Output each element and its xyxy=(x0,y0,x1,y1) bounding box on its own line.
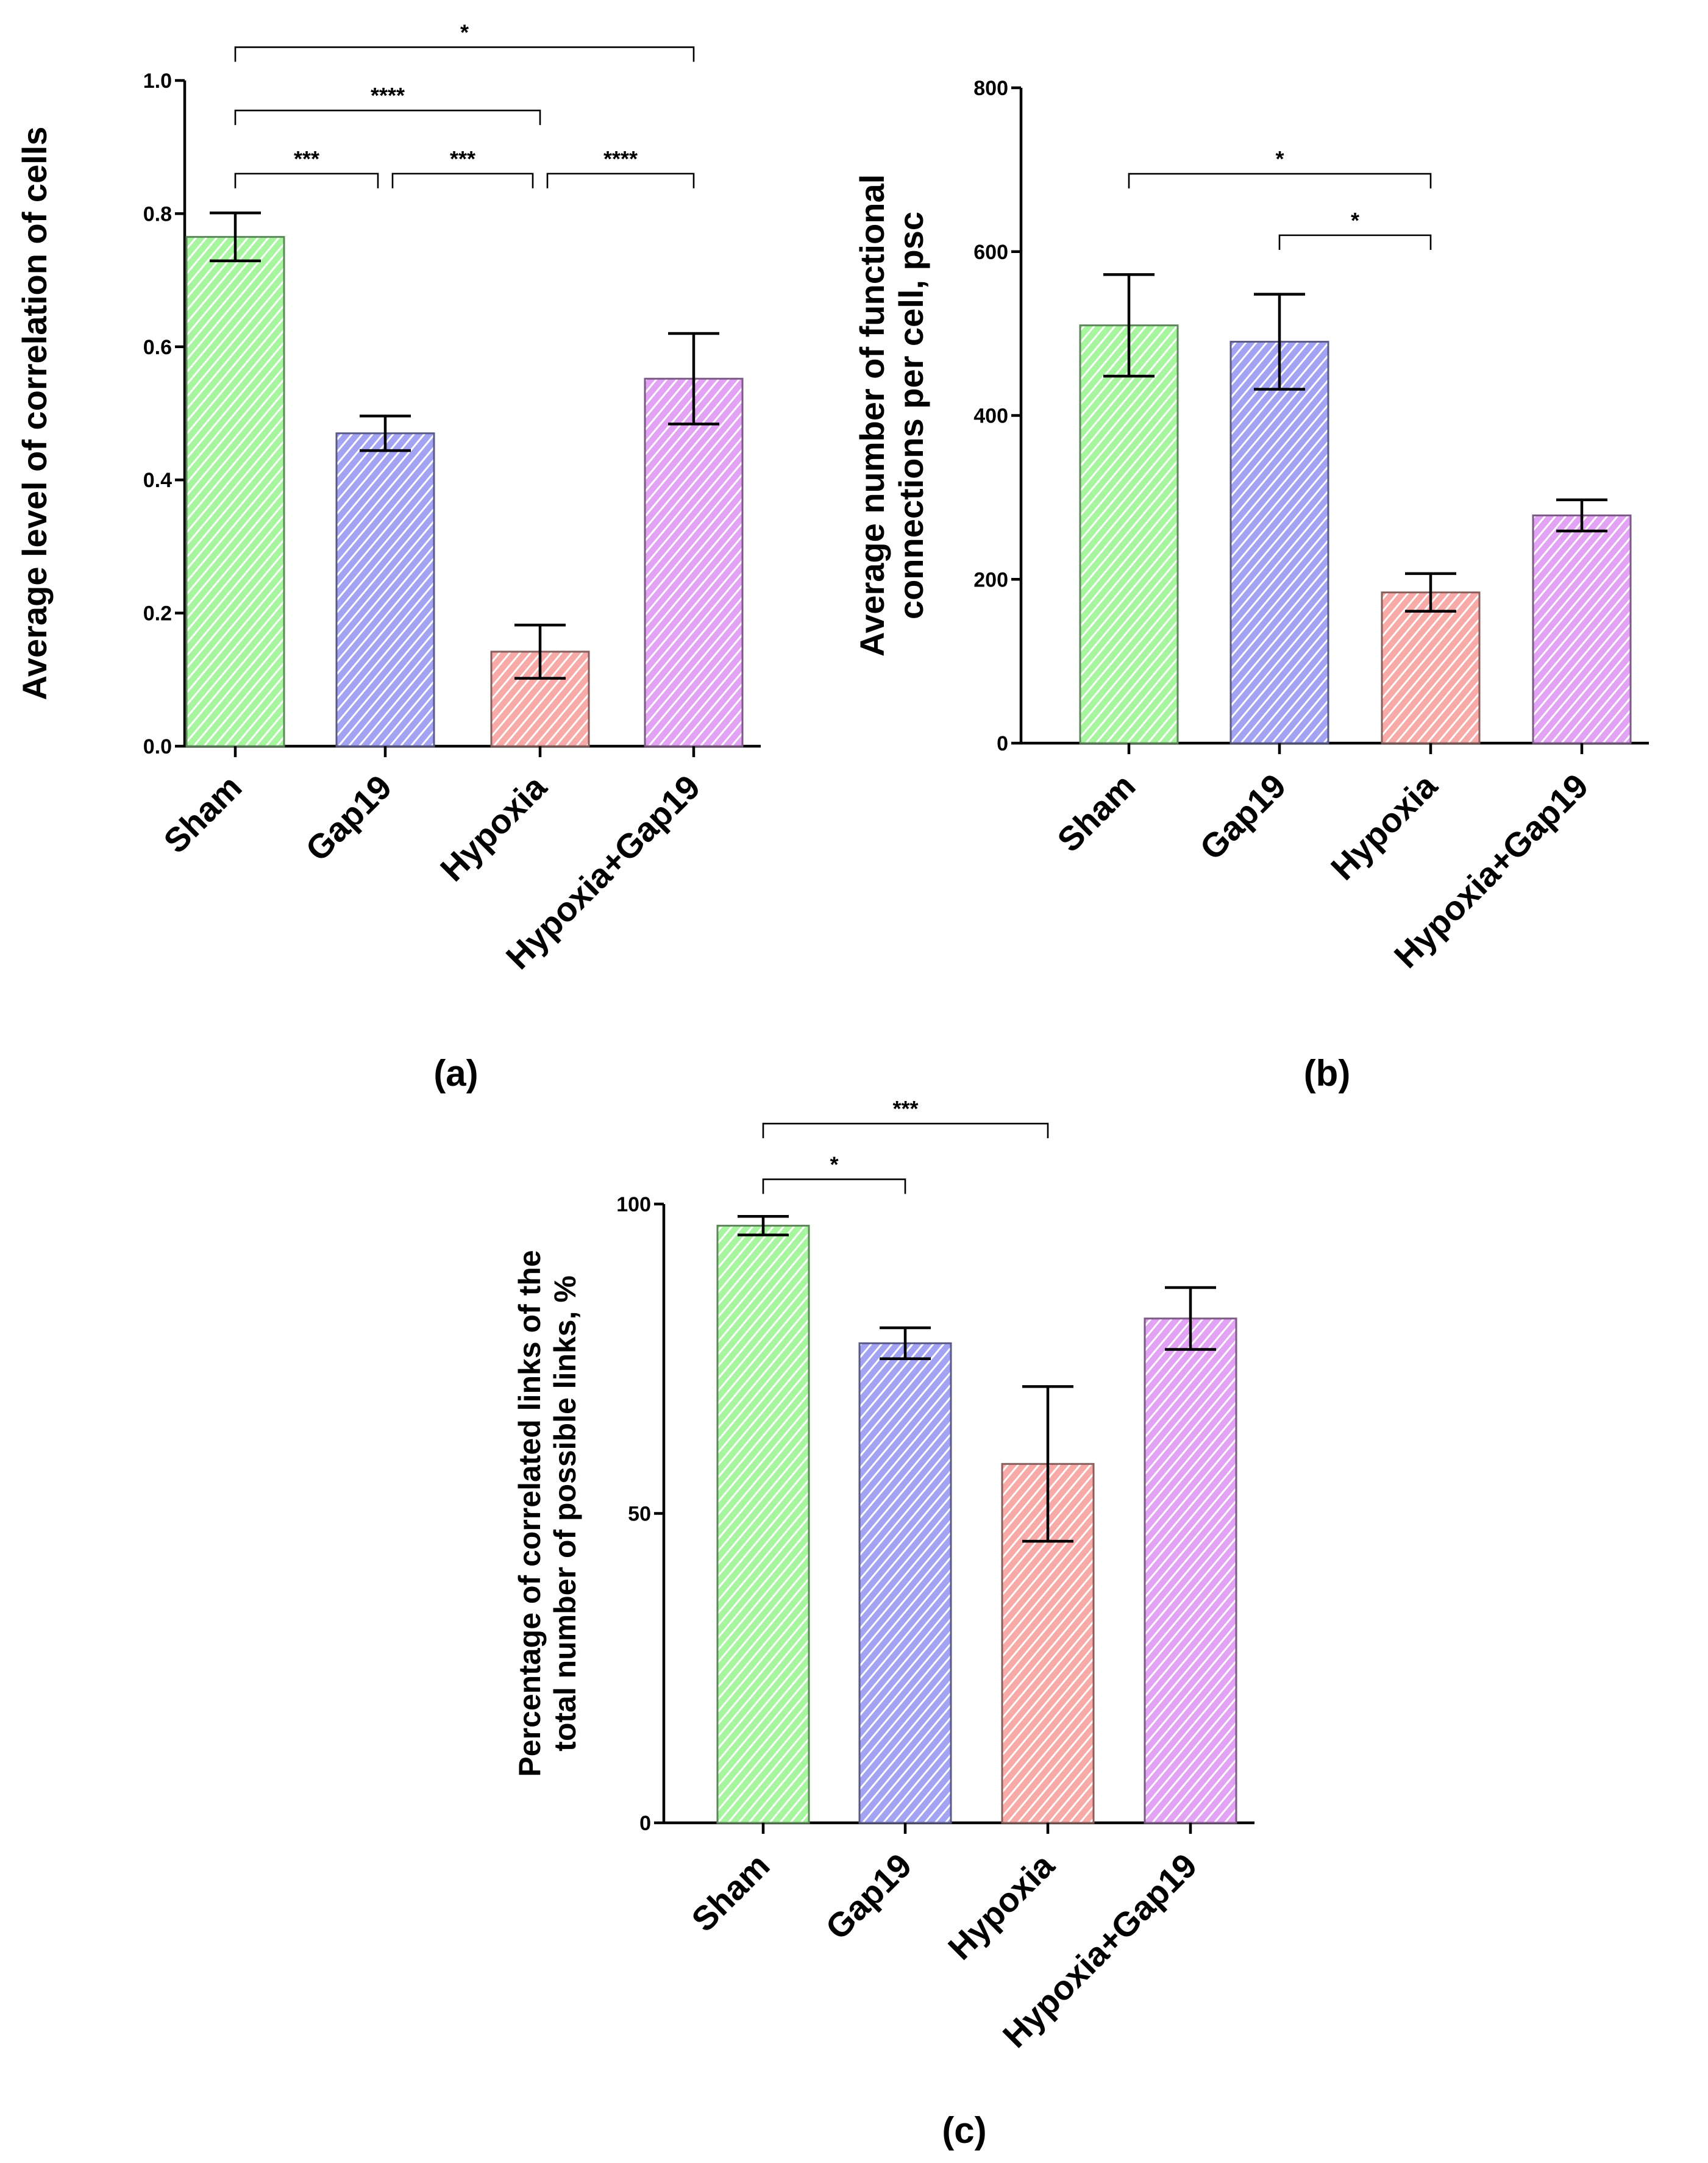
significance-label: * xyxy=(1275,146,1284,171)
y-tick-label: 0 xyxy=(997,732,1008,755)
y-tick-label: 0.0 xyxy=(143,735,172,758)
y-tick-label: 1.0 xyxy=(143,69,172,93)
y-axis-title-line: Average level of correlation of cells xyxy=(15,127,54,700)
significance-label: * xyxy=(830,1152,838,1177)
error-bar-sham xyxy=(738,1215,789,1236)
y-axis-title: Average level of correlation of cells xyxy=(15,127,54,700)
y-tick-label: 0 xyxy=(639,1812,651,1835)
significance-bracket: *** xyxy=(391,146,534,188)
panel-label-c: (c) xyxy=(942,2110,986,2151)
y-axis-title-line: Average number of functional xyxy=(853,174,891,657)
bar-hypoxia-plus-gap19 xyxy=(1532,514,1632,744)
significance-label: * xyxy=(460,20,469,45)
y-tick-label: 50 xyxy=(628,1503,651,1526)
significance-label: *** xyxy=(892,1096,918,1121)
significance-label: * xyxy=(1351,208,1359,233)
error-bar-hypoxia xyxy=(1022,1385,1073,1543)
significance-bracket-line xyxy=(762,1178,906,1194)
significance-label: *** xyxy=(294,146,319,171)
significance-bracket: * xyxy=(234,20,695,62)
significance-bracket: **** xyxy=(546,146,695,188)
significance-bracket-line xyxy=(762,1122,1049,1139)
y-tick-label: 200 xyxy=(973,568,1008,591)
bar-hypoxia-plus-gap19 xyxy=(644,377,744,747)
y-tick-label: 800 xyxy=(973,77,1008,100)
y-tick-label: 600 xyxy=(973,241,1008,264)
y-tick-label: 0.8 xyxy=(143,202,172,226)
significance-bracket-line xyxy=(234,173,379,188)
significance-bracket: *** xyxy=(762,1096,1049,1139)
x-tick-label-hypoxia: Hypoxia xyxy=(433,767,554,888)
significance-label: *** xyxy=(450,146,475,171)
bar-sham xyxy=(185,236,285,747)
x-tick-label-hypoxia: Hypoxia xyxy=(1323,766,1445,887)
significance-bracket: *** xyxy=(234,146,379,188)
significance-bracket: * xyxy=(1278,208,1432,250)
x-tick-label-sham: Sham xyxy=(684,1846,777,1939)
significance-bracket-line xyxy=(546,173,695,188)
x-tick-label-sham: Sham xyxy=(156,768,249,860)
chart-panel-a: 0.0 0.2 0.4 0.6 0.8 1.0 Average level of corre… xyxy=(15,20,761,1094)
bar-sham xyxy=(716,1225,810,1824)
y-tick-label: 100 xyxy=(616,1193,651,1216)
error-bar-hypoxia-plus-gap19 xyxy=(668,332,719,426)
error-bar-hypoxia xyxy=(1405,572,1456,613)
error-bar-sham xyxy=(1103,273,1155,378)
significance-bracket-line xyxy=(234,109,541,126)
significance-bracket: **** xyxy=(234,83,541,126)
error-bar-gap19 xyxy=(1254,293,1305,391)
bar-gap19 xyxy=(335,432,435,747)
significance-bracket-line xyxy=(234,46,695,62)
significance-bracket-line xyxy=(1278,234,1432,250)
y-axis-title-line: connections per cell, psc xyxy=(892,212,930,619)
y-axis-title-line: total number of possible links, % xyxy=(548,1275,582,1751)
panel-label-b: (b) xyxy=(1304,1053,1351,1094)
error-bar-hypoxia-plus-gap19 xyxy=(1165,1286,1216,1351)
y-axis-title: Percentage of correlated links of thetot… xyxy=(513,1250,582,1776)
panel-label-a: (a) xyxy=(433,1053,478,1094)
bar-hypoxia-plus-gap19 xyxy=(1144,1317,1237,1824)
y-tick-label: 0.4 xyxy=(143,469,172,492)
chart-panel-c: 0 50 100 Percentage of correlated links of … xyxy=(513,1096,1254,2151)
x-tick-label-gap19: Gap19 xyxy=(818,1846,919,1947)
significance-bracket-line xyxy=(1128,173,1432,189)
bar-hypoxia xyxy=(1381,591,1481,744)
bar-gap19 xyxy=(1229,341,1329,744)
error-bar-sham xyxy=(210,212,261,263)
x-tick-label-hypoxia: Hypoxia xyxy=(941,1845,1062,1967)
y-tick-label: 0.6 xyxy=(143,336,172,359)
x-tick-label-sham: Sham xyxy=(1050,766,1142,859)
significance-label: **** xyxy=(603,146,638,171)
significance-label: **** xyxy=(371,83,405,108)
bar-sham xyxy=(1079,324,1179,744)
y-axis-title: Average number of functionalconnections … xyxy=(853,174,930,657)
error-bar-hypoxia-plus-gap19 xyxy=(1556,498,1607,533)
y-tick-label: 400 xyxy=(973,405,1008,428)
significance-bracket: * xyxy=(762,1152,906,1194)
y-tick-label: 0.2 xyxy=(143,602,172,625)
y-axis-title-line: Percentage of correlated links of the xyxy=(513,1250,547,1776)
significance-bracket: * xyxy=(1128,146,1432,189)
error-bar-gap19 xyxy=(360,415,411,452)
error-bar-hypoxia xyxy=(514,624,566,680)
x-tick-label-gap19: Gap19 xyxy=(298,768,399,869)
chart-panel-b: 0 200 400 600 800 Average number of functiona… xyxy=(853,77,1649,1094)
significance-bracket-line xyxy=(391,173,534,188)
bar-gap19 xyxy=(858,1342,952,1824)
x-tick-label-gap19: Gap19 xyxy=(1192,766,1293,868)
error-bar-gap19 xyxy=(880,1326,931,1360)
